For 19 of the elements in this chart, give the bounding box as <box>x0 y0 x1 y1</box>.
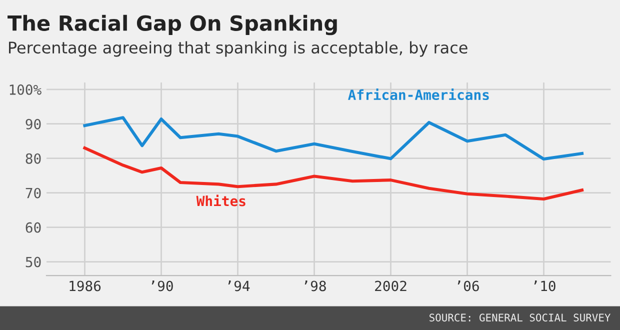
x-tick-label: ’98 <box>304 280 326 292</box>
y-tick-label: 90 <box>26 118 41 130</box>
y-tick-label: 100% <box>10 84 42 95</box>
x-tick-label: ’94 <box>228 280 250 292</box>
x-tick-label: ’06 <box>458 280 479 292</box>
chart-title: The Racial Gap On Spanking <box>8 14 337 36</box>
line-series <box>83 116 584 161</box>
text: African-Americans <box>348 88 489 100</box>
x-tick-label: ’10 <box>534 280 556 292</box>
y-tick-label: 80 <box>26 153 41 164</box>
y-tick-label: 60 <box>26 222 41 233</box>
x-tick-label: 1986 <box>70 280 101 292</box>
source-note: SOURCE: GENERAL SOCIAL SURVEY <box>430 314 611 322</box>
series-label: Whites <box>196 194 246 206</box>
x-tick-label: ’90 <box>152 280 173 292</box>
x-tick-label: 2002 <box>375 280 406 292</box>
y-tick-label: 70 <box>26 188 41 198</box>
chart-subtitle: Percentage agreeing that spanking is acceptable, by race <box>9 41 468 57</box>
y-tick-label: 50 <box>26 256 41 268</box>
